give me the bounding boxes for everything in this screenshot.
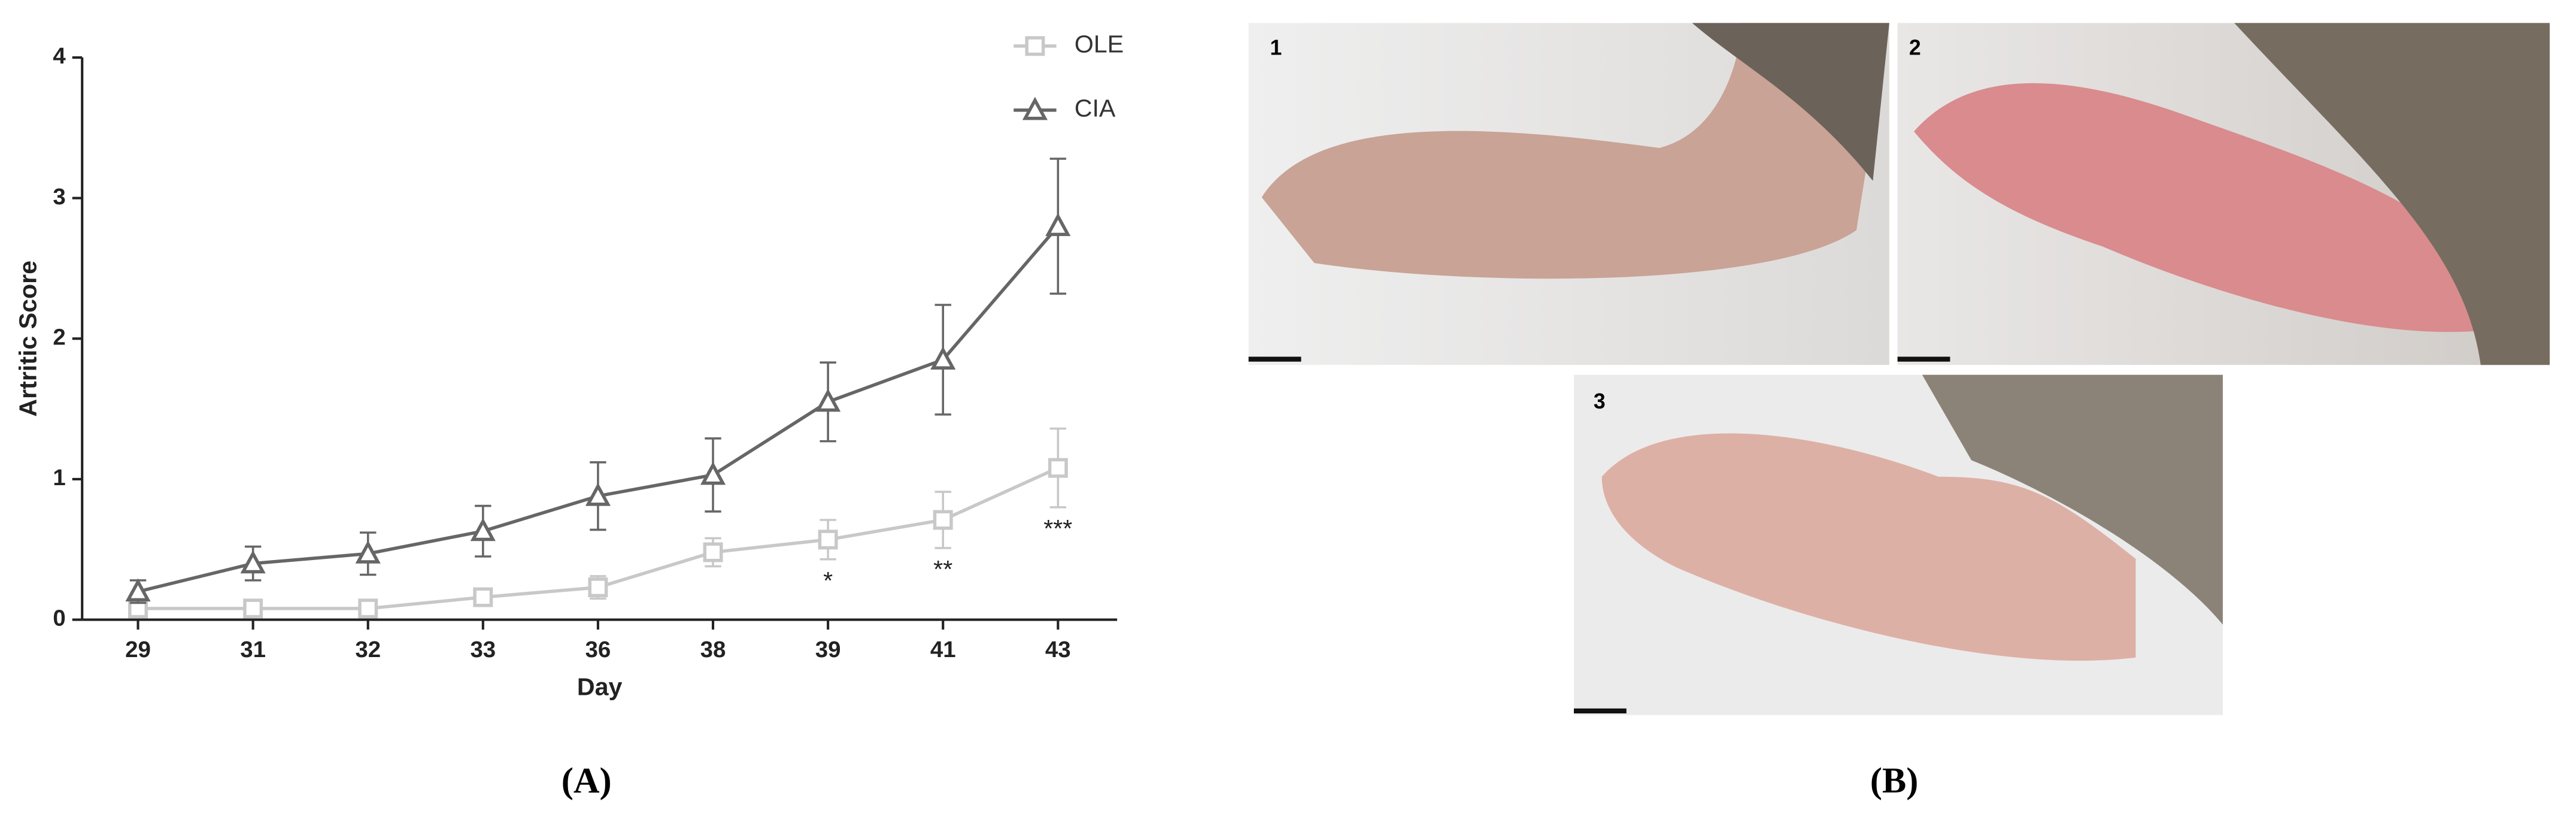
photo-label: 2 — [1909, 36, 1921, 60]
y-tick-label: 2 — [53, 324, 65, 350]
marker — [240, 550, 266, 574]
line — [137, 225, 1060, 594]
x-axis-label: Day — [577, 673, 623, 701]
marker — [1022, 96, 1048, 120]
marker — [473, 587, 493, 607]
legend-label: CIA — [1075, 95, 1116, 122]
marker — [243, 598, 263, 619]
marker — [930, 346, 956, 370]
x-tick-label: 41 — [930, 637, 956, 662]
marker — [588, 577, 608, 598]
marker — [815, 388, 841, 412]
x-tick-label: 38 — [700, 637, 726, 662]
y-axis-label: Artritic Score — [14, 261, 41, 417]
significance-mark: *** — [1043, 515, 1072, 542]
y-tick-label: 4 — [53, 43, 66, 69]
significance-mark: ** — [933, 555, 952, 583]
x-tick-label: 39 — [815, 637, 841, 662]
marker — [355, 540, 381, 564]
marker — [1025, 36, 1045, 56]
photo-label: 3 — [1594, 389, 1606, 413]
marker — [818, 530, 838, 550]
x-tick-label: 32 — [355, 637, 381, 662]
x-tick-label: 29 — [125, 637, 151, 662]
y-tick-label: 1 — [53, 465, 65, 491]
marker — [125, 578, 151, 602]
photo-3 — [1574, 374, 2223, 715]
significance-mark: * — [823, 567, 833, 594]
y-tick-label: 3 — [53, 184, 65, 210]
panel-label: (A) — [562, 761, 612, 801]
x-tick-label: 31 — [240, 637, 266, 662]
marker — [470, 518, 496, 541]
panel-label: (B) — [1870, 761, 1918, 801]
x-tick-label: 43 — [1045, 637, 1071, 662]
x-tick-label: 33 — [470, 637, 496, 662]
marker — [358, 598, 378, 619]
photo-2 — [1897, 23, 2550, 365]
marker — [933, 510, 953, 530]
x-tick-label: 36 — [585, 637, 611, 662]
marker — [703, 542, 723, 562]
legend-label: OLE — [1075, 31, 1124, 58]
marker — [1048, 458, 1068, 478]
marker — [700, 461, 726, 485]
photo-1 — [1248, 23, 1889, 365]
marker — [585, 482, 611, 506]
photo-label: 1 — [1270, 36, 1282, 60]
y-tick-label: 0 — [53, 606, 65, 631]
marker — [1045, 213, 1071, 237]
